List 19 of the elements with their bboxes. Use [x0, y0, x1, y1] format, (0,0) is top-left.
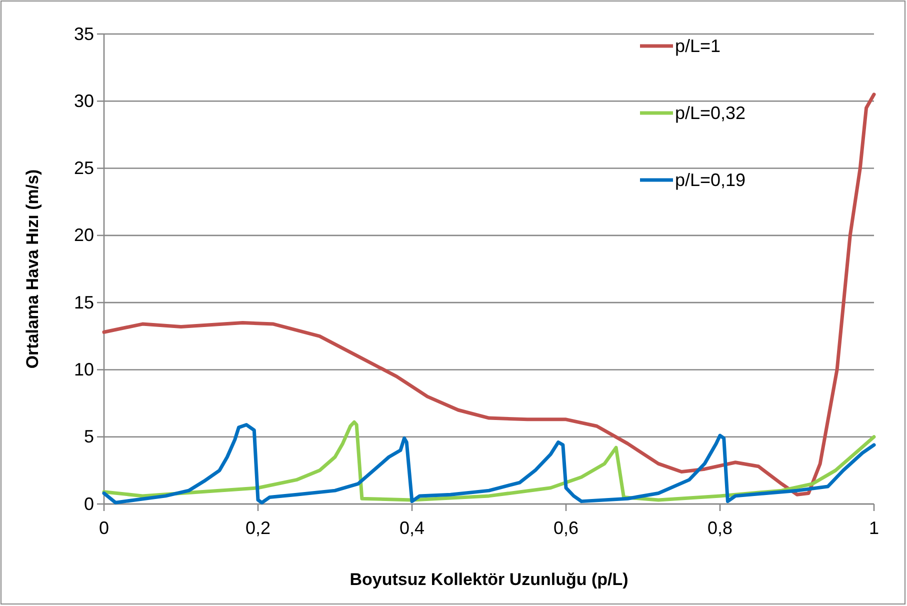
y-tick-label: 5 — [84, 426, 94, 447]
x-tick-label: 1 — [868, 518, 880, 538]
y-tick-label: 25 — [74, 158, 94, 178]
y-axis-title: Ortalama Hava Hızı (m/s) — [23, 169, 42, 369]
x-tick-label: 0,6 — [553, 518, 579, 538]
legend-label: p/L=0,19 — [675, 170, 746, 190]
x-tick-label: 0,8 — [707, 518, 733, 538]
y-tick-label: 15 — [74, 292, 94, 312]
x-tick-label: 0,4 — [399, 518, 425, 538]
legend-label: p/L=1 — [675, 36, 721, 56]
y-tick-label: 30 — [74, 90, 94, 111]
x-tick-label: 0 — [98, 518, 110, 538]
y-tick-label: 20 — [74, 225, 94, 246]
y-tick-label: 0 — [84, 494, 94, 514]
x-tick-label: 0,2 — [245, 518, 271, 538]
y-tick-label: 10 — [74, 359, 94, 380]
x-axis-title: Boyutsuz Kollektör Uzunluğu (p/L) — [350, 570, 628, 589]
legend-label: p/L=0,32 — [675, 103, 746, 123]
y-tick-label: 35 — [74, 24, 94, 44]
